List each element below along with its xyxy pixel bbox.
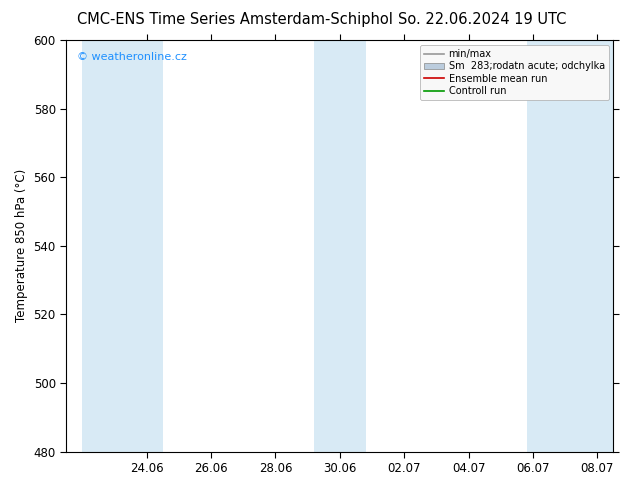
Bar [314, 40, 366, 452]
Legend: min/max, Sm  283;rodatn acute; odchylka, Ensemble mean run, Controll run: min/max, Sm 283;rodatn acute; odchylka, … [420, 45, 609, 100]
Y-axis label: Temperature 850 hPa (°C): Temperature 850 hPa (°C) [15, 169, 28, 322]
Bar [82, 40, 163, 452]
Text: © weatheronline.cz: © weatheronline.cz [77, 52, 187, 63]
Bar [526, 40, 614, 452]
Text: So. 22.06.2024 19 UTC: So. 22.06.2024 19 UTC [398, 12, 566, 27]
Text: CMC-ENS Time Series Amsterdam-Schiphol: CMC-ENS Time Series Amsterdam-Schiphol [77, 12, 392, 27]
